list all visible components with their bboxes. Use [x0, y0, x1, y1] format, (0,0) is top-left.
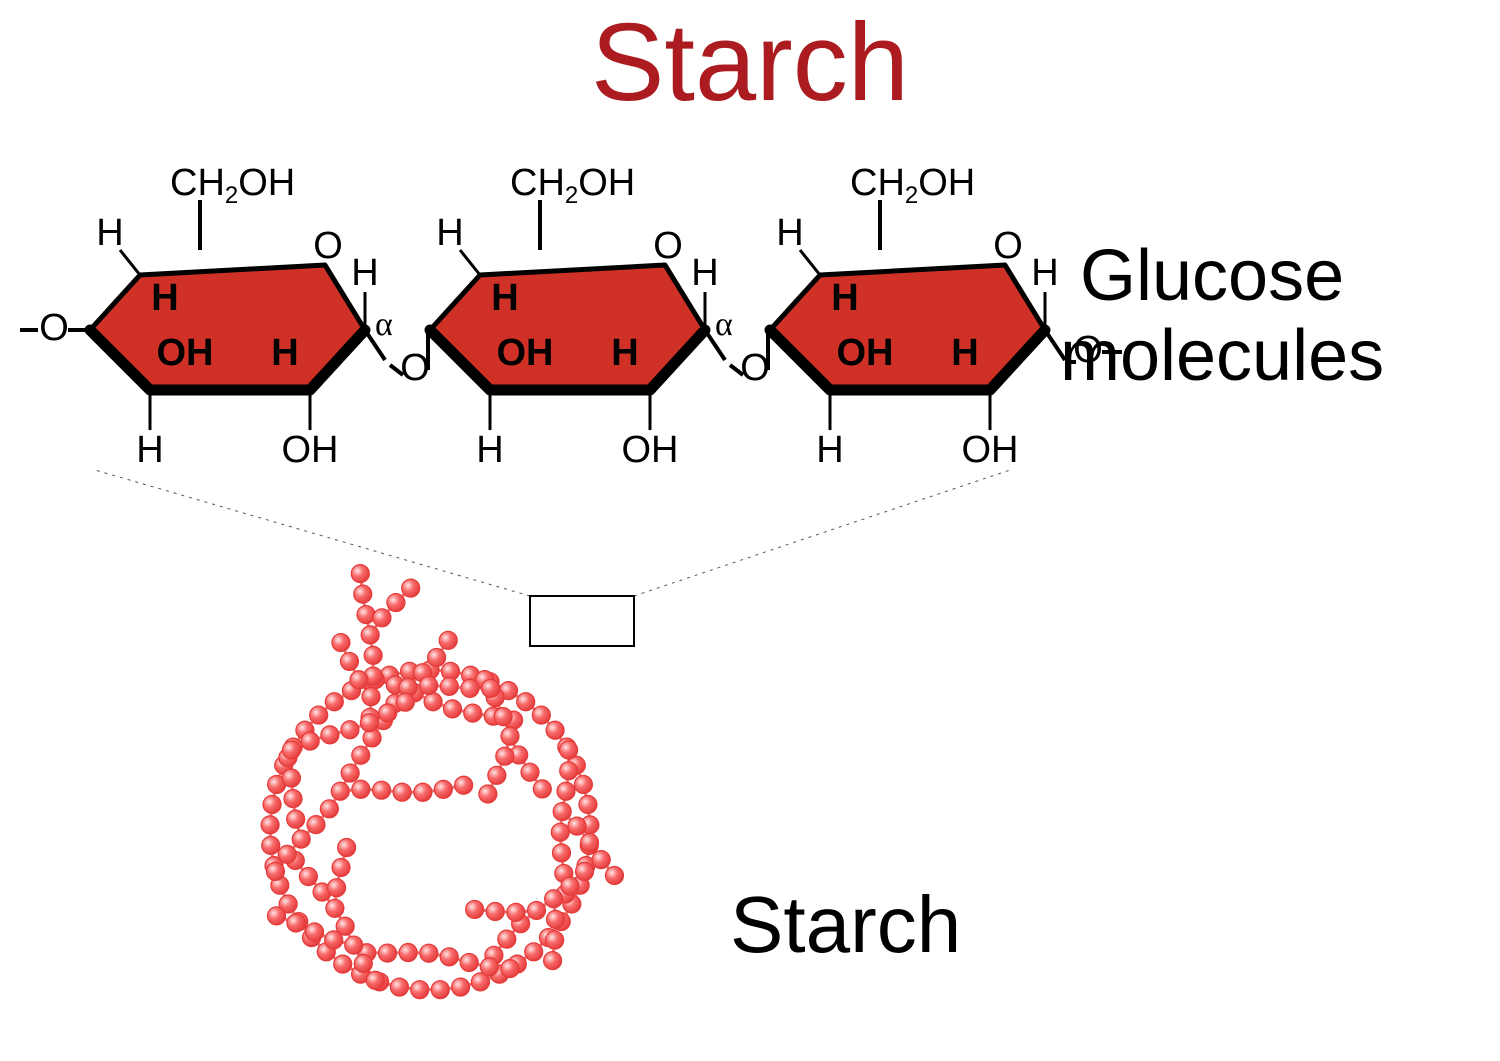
glucose-unit: CH2OHOHHHOHHHOH — [90, 162, 385, 471]
svg-text:H: H — [436, 212, 463, 254]
svg-text:O: O — [993, 225, 1023, 267]
svg-text:CH2OH: CH2OH — [850, 162, 975, 209]
glucose-chain: OCH2OHOHHHOHHHOHαOCH2OHOHHHOHHHOHαOCH2OH… — [20, 162, 1122, 471]
svg-text:H: H — [96, 212, 123, 254]
svg-text:OH: OH — [282, 429, 339, 471]
svg-text:H: H — [611, 332, 638, 374]
svg-text:H: H — [951, 332, 978, 374]
svg-text:H: H — [136, 429, 163, 471]
svg-text:H: H — [776, 212, 803, 254]
zoom-callout — [95, 470, 1010, 646]
svg-text:O: O — [653, 225, 683, 267]
svg-text:H: H — [476, 429, 503, 471]
svg-text:α: α — [715, 306, 733, 343]
svg-text:O: O — [1073, 329, 1103, 371]
svg-text:H: H — [351, 252, 378, 294]
svg-text:O: O — [313, 225, 343, 267]
svg-text:O: O — [740, 347, 770, 389]
diagram-canvas: Starch Glucose molecules Starch OCH2OHOH… — [0, 0, 1500, 1061]
svg-text:H: H — [271, 332, 298, 374]
svg-text:OH: OH — [497, 332, 554, 374]
svg-text:H: H — [491, 277, 518, 319]
starch-polymer — [261, 565, 623, 999]
main-title: Starch — [591, 1, 909, 124]
svg-text:H: H — [1031, 252, 1058, 294]
svg-text:OH: OH — [622, 429, 679, 471]
glucose-unit: CH2OHOHHHOHHHOH — [430, 162, 725, 471]
svg-text:O: O — [39, 307, 69, 349]
svg-text:OH: OH — [837, 332, 894, 374]
svg-text:O: O — [400, 347, 430, 389]
svg-text:H: H — [831, 277, 858, 319]
glucose-label-line2: molecules — [1060, 316, 1384, 396]
svg-text:H: H — [151, 277, 178, 319]
glucose-unit: CH2OHOHHHOHHHOH — [770, 162, 1065, 471]
glucose-label-line1: Glucose — [1080, 236, 1344, 316]
svg-text:CH2OH: CH2OH — [510, 162, 635, 209]
svg-text:CH2OH: CH2OH — [170, 162, 295, 209]
polymer-label: Starch — [730, 880, 961, 969]
svg-text:H: H — [691, 252, 718, 294]
svg-text:OH: OH — [157, 332, 214, 374]
svg-text:H: H — [816, 429, 843, 471]
svg-text:OH: OH — [962, 429, 1019, 471]
svg-text:α: α — [375, 306, 393, 343]
